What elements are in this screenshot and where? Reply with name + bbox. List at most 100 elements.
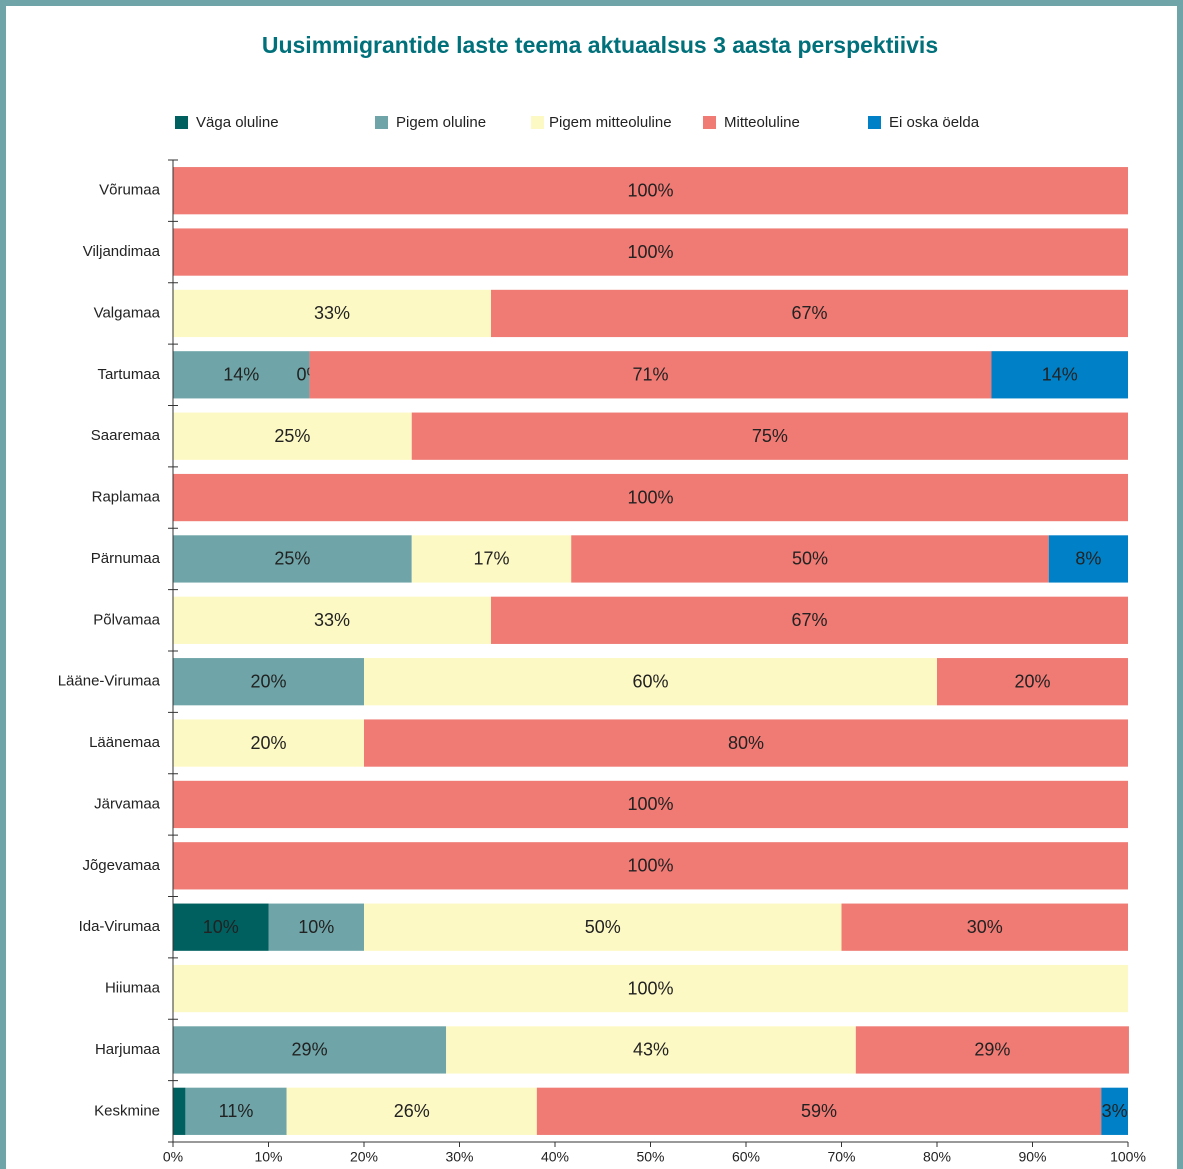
bar-segment [937, 658, 1128, 706]
data-label: 43% [633, 1040, 669, 1060]
y-tick-label: Saaremaa [91, 427, 161, 444]
legend-swatch [703, 116, 716, 129]
bar-segment [411, 535, 572, 583]
y-tick-label: Põlvamaa [93, 611, 160, 628]
bar-segment [571, 535, 1049, 583]
data-label: 29% [974, 1040, 1010, 1060]
x-tick-label: 0% [163, 1149, 183, 1165]
data-label: 10% [298, 917, 334, 937]
data-label: 67% [791, 610, 827, 630]
data-label: 80% [728, 733, 764, 753]
bar-segment [536, 1087, 1102, 1135]
data-label: 100% [627, 487, 673, 507]
chart-title: Uusimmigrantide laste teema aktuaalsus 3… [262, 32, 938, 58]
y-tick-label: Valgamaa [94, 304, 161, 321]
data-label: 50% [792, 549, 828, 569]
bar-segment [991, 351, 1128, 399]
data-label: 26% [394, 1101, 430, 1121]
data-label: 14% [1042, 365, 1078, 385]
data-label: 25% [274, 549, 310, 569]
bar-segment [173, 473, 1128, 522]
data-label: 17% [473, 549, 509, 569]
data-label: 14% [223, 365, 259, 385]
legend-swatch [868, 116, 881, 129]
legend-label: Pigem oluline [396, 114, 486, 131]
legend-label: Pigem mitteoluline [549, 114, 672, 131]
y-tick-label: Pärnumaa [91, 550, 161, 567]
bar-segment [286, 1087, 537, 1135]
x-tick-label: 20% [350, 1149, 378, 1165]
legend-label: Väga oluline [196, 114, 279, 131]
legend-swatch [531, 116, 544, 129]
legend-swatch [175, 116, 188, 129]
bar-segment [173, 719, 364, 767]
bar-segment [173, 842, 1128, 890]
bar-segment [364, 658, 937, 706]
legend-label: Ei oska öelda [889, 114, 980, 131]
y-tick-label: Viljandimaa [83, 243, 161, 260]
y-tick-label: Lääne-Virumaa [58, 673, 161, 690]
data-label: 100% [627, 242, 673, 262]
y-tick-label: Võrumaa [99, 182, 161, 199]
data-label: 33% [314, 303, 350, 323]
bar-segment [173, 535, 412, 583]
bar-segment [309, 351, 992, 399]
bar-segment [491, 289, 1128, 338]
data-label: 10% [203, 917, 239, 937]
data-label: 100% [627, 978, 673, 998]
x-tick-label: 90% [1018, 1149, 1046, 1165]
bar-segment [1048, 535, 1128, 583]
data-label: 100% [627, 180, 673, 200]
bar-segment [173, 1087, 186, 1135]
bar-segment [173, 412, 412, 460]
data-label: 8% [1075, 549, 1101, 569]
data-label: 75% [752, 426, 788, 446]
y-tick-label: Jõgevamaa [82, 857, 160, 874]
legend-swatch [375, 116, 388, 129]
data-label: 33% [314, 610, 350, 630]
bar-segment [185, 1087, 287, 1135]
x-tick-label: 30% [445, 1149, 473, 1165]
data-label: 71% [632, 365, 668, 385]
y-tick-label: Raplamaa [92, 489, 161, 506]
bar-segment [173, 289, 492, 338]
data-label: 20% [250, 733, 286, 753]
y-tick-label: Hiiumaa [105, 980, 161, 997]
bar-segment [173, 228, 1128, 276]
bar-segment [364, 903, 842, 951]
y-tick-label: Järvamaa [94, 795, 161, 812]
bar-segment [173, 596, 492, 644]
data-label: 3% [1102, 1101, 1128, 1121]
x-tick-label: 60% [732, 1149, 760, 1165]
bar-segment [446, 1026, 856, 1074]
data-label: 59% [801, 1101, 837, 1121]
bar-segment [173, 1026, 447, 1074]
data-label: 20% [250, 671, 286, 691]
x-tick-label: 80% [923, 1149, 951, 1165]
bar-segment [491, 596, 1128, 644]
y-tick-label: Harjumaa [95, 1041, 161, 1058]
x-tick-label: 50% [636, 1149, 664, 1165]
data-label: 29% [292, 1040, 328, 1060]
bar-segment [173, 964, 1128, 1013]
bar-segment [173, 167, 1128, 215]
data-label: 25% [274, 426, 310, 446]
bar-segment [1101, 1087, 1128, 1135]
y-tick-label: Ida-Virumaa [79, 918, 161, 935]
bar-segment [855, 1026, 1129, 1074]
data-label: 67% [791, 303, 827, 323]
data-label: 20% [1014, 671, 1050, 691]
bar-segment [268, 903, 364, 951]
data-label: 11% [219, 1101, 254, 1121]
data-label: 50% [585, 917, 621, 937]
bar-segment [841, 903, 1128, 951]
x-tick-label: 40% [541, 1149, 569, 1165]
data-label: 60% [632, 671, 668, 691]
y-tick-label: Keskmine [94, 1102, 160, 1119]
legend-label: Mitteoluline [724, 114, 800, 131]
bar-segment [411, 412, 1128, 460]
y-tick-label: Tartumaa [97, 366, 160, 383]
